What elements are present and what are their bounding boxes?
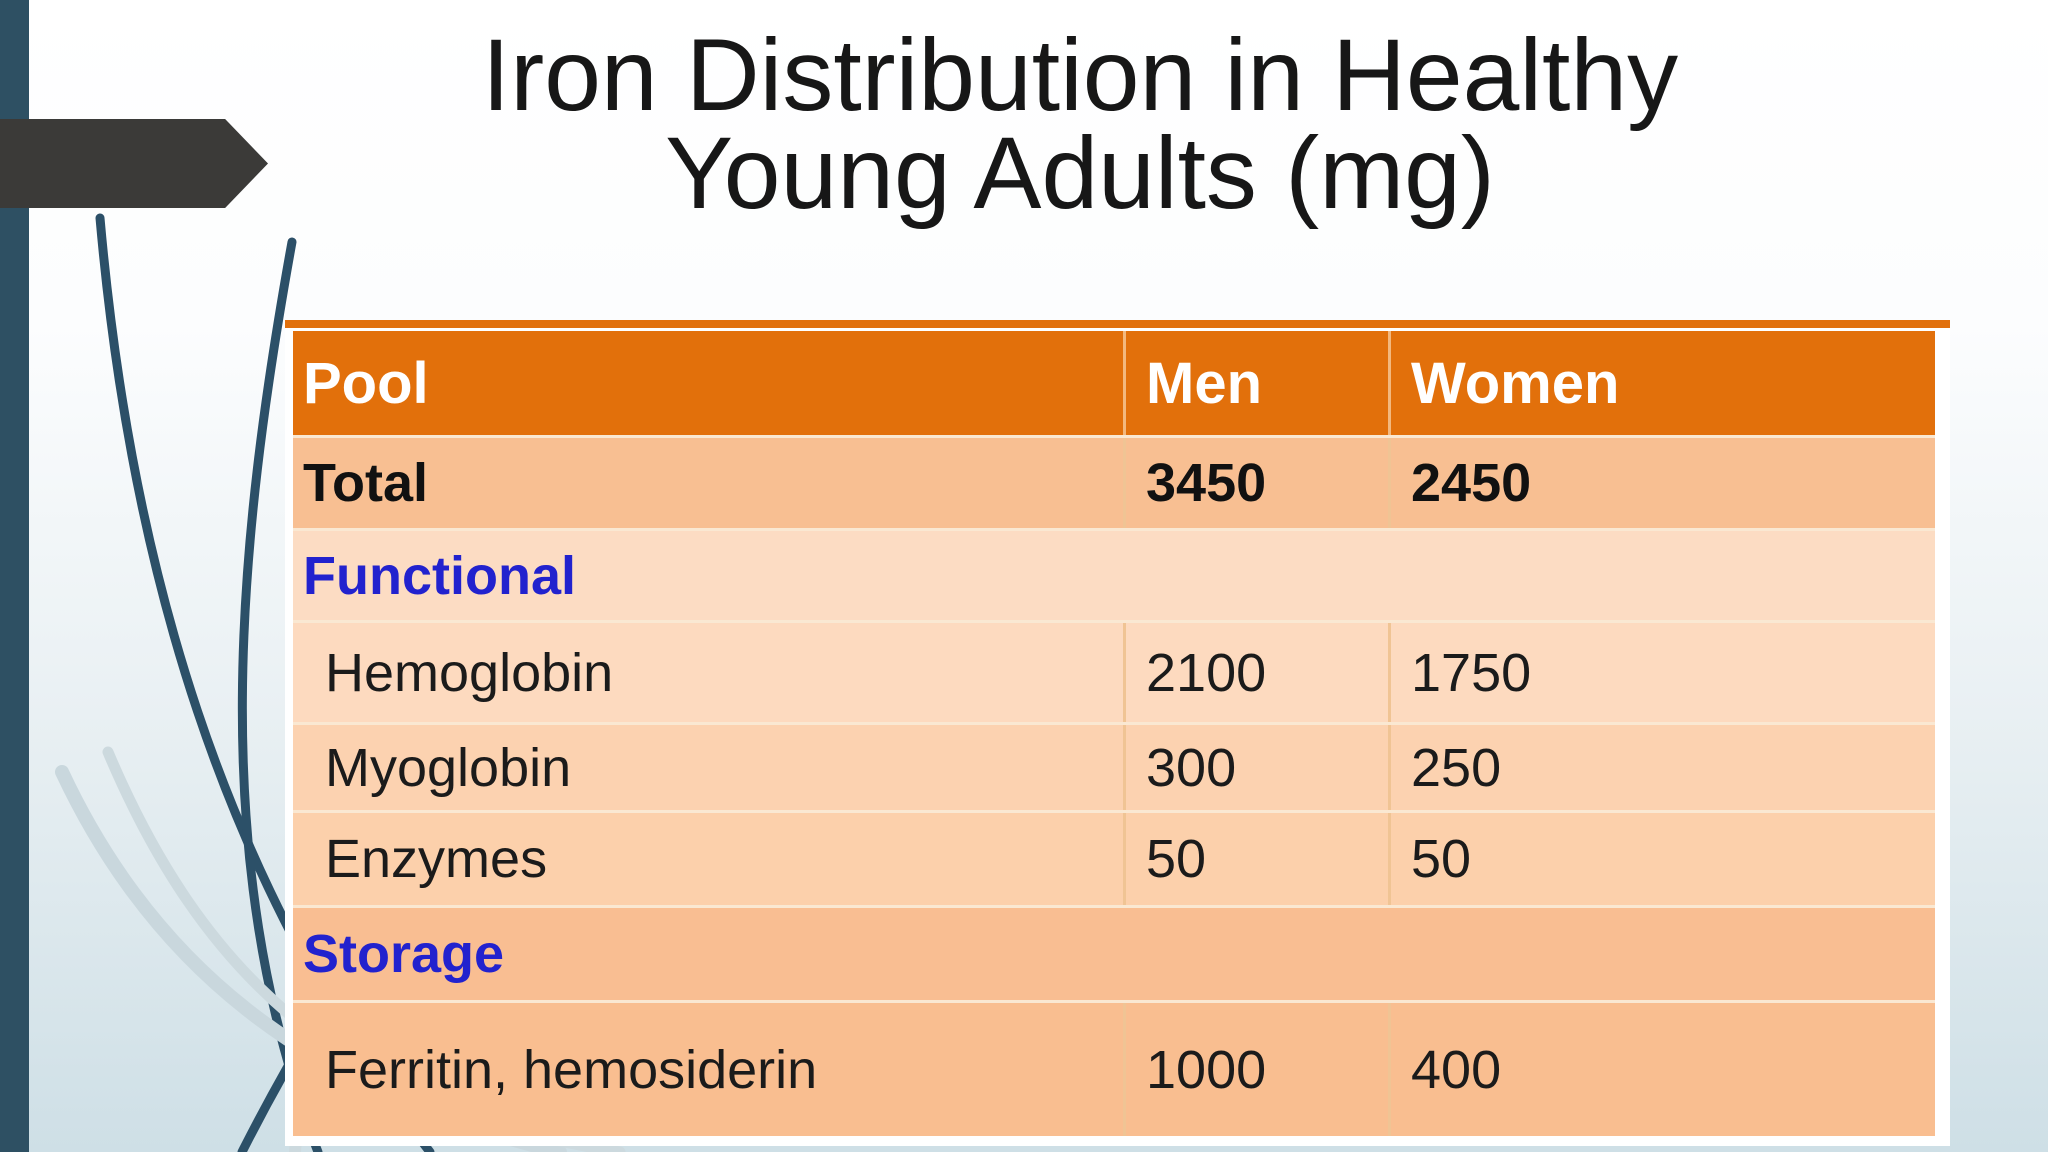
cell-total-women: 2450 [1388,438,1935,528]
iron-distribution-table: Pool Men Women Total 3450 2450 Functiona… [293,331,1935,1136]
cell-myoglobin-label: Myoglobin [325,737,572,798]
slide-title-line1: Iron Distribution in Healthy [481,18,1679,132]
section-label-functional: Functional [303,545,576,606]
cell-hemoglobin-men: 2100 [1123,623,1388,722]
table-header-row: Pool Men Women [293,331,1935,435]
cell-myoglobin-women: 250 [1388,725,1935,810]
cell-hemoglobin-label: Hemoglobin [325,642,614,703]
right-arrow-banner-icon [0,119,268,208]
column-header-pool: Pool [303,350,429,416]
cell-hemoglobin-women: 1750 [1388,623,1935,722]
table-row-hemoglobin: Hemoglobin 2100 1750 [293,620,1935,722]
table-row-ferritin-hemosiderin: Ferritin, hemosiderin 1000 400 [293,1000,1935,1136]
cell-myoglobin-men: 300 [1123,725,1388,810]
cell-total-men: 3450 [1123,438,1388,528]
section-label-storage: Storage [303,924,505,984]
cell-enzymes-label: Enzymes [325,829,548,889]
curve-dark-2 [237,237,323,1152]
table-row-total: Total 3450 2450 [293,435,1935,528]
column-header-men: Men [1123,331,1388,435]
table-section-row-functional: Functional [293,528,1935,620]
slide-title-line2: Young Adults (mg) [665,116,1495,230]
iron-distribution-table-frame: Pool Men Women Total 3450 2450 Functiona… [285,320,1950,1146]
cell-ferritin-men: 1000 [1123,1003,1388,1136]
cell-ferritin-label: Ferritin, hemosiderin [325,1039,818,1100]
table-row-myoglobin: Myoglobin 300 250 [293,722,1935,810]
cell-total-label: Total [303,453,428,513]
cell-ferritin-women: 400 [1388,1003,1935,1136]
table-row-enzymes: Enzymes 50 50 [293,810,1935,905]
cell-enzymes-men: 50 [1123,813,1388,905]
column-header-women: Women [1388,331,1935,435]
slide-title: Iron Distribution in Healthy Young Adults… [250,24,1910,224]
table-section-row-storage: Storage [293,905,1935,1000]
cell-enzymes-women: 50 [1388,813,1935,905]
